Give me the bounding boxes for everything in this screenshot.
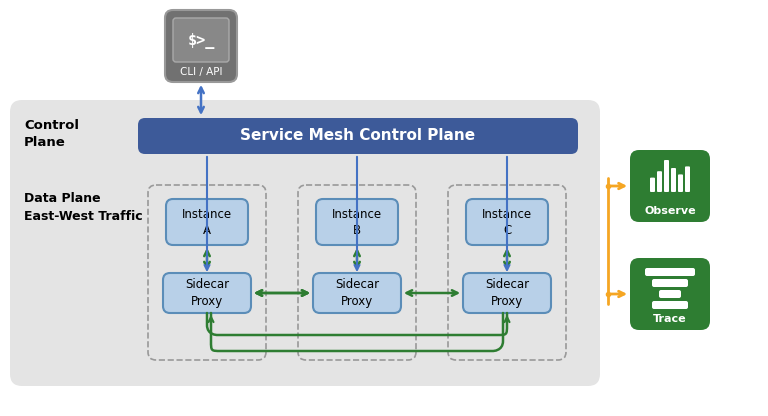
FancyBboxPatch shape — [466, 199, 548, 245]
FancyBboxPatch shape — [630, 150, 710, 222]
FancyBboxPatch shape — [163, 273, 251, 313]
FancyBboxPatch shape — [630, 258, 710, 330]
FancyBboxPatch shape — [650, 178, 655, 192]
FancyBboxPatch shape — [10, 100, 600, 386]
Text: Observe: Observe — [644, 206, 696, 216]
FancyBboxPatch shape — [657, 171, 662, 192]
FancyBboxPatch shape — [316, 199, 398, 245]
Text: $>_: $>_ — [187, 33, 215, 49]
FancyBboxPatch shape — [678, 174, 683, 192]
FancyBboxPatch shape — [166, 199, 248, 245]
Text: Instance
C: Instance C — [482, 208, 532, 237]
FancyBboxPatch shape — [173, 18, 229, 62]
Text: Instance
B: Instance B — [332, 208, 382, 237]
FancyBboxPatch shape — [664, 160, 669, 192]
Text: Sidecar
Proxy: Sidecar Proxy — [335, 278, 379, 307]
Text: Control
Plane: Control Plane — [24, 119, 79, 149]
FancyBboxPatch shape — [463, 273, 551, 313]
FancyBboxPatch shape — [652, 301, 688, 309]
FancyBboxPatch shape — [652, 279, 688, 287]
Text: Sidecar
Proxy: Sidecar Proxy — [485, 278, 529, 307]
FancyBboxPatch shape — [645, 268, 695, 276]
Text: Trace: Trace — [654, 314, 687, 324]
FancyBboxPatch shape — [671, 168, 676, 192]
FancyBboxPatch shape — [659, 290, 681, 298]
Text: Sidecar
Proxy: Sidecar Proxy — [185, 278, 229, 307]
Text: Service Mesh Control Plane: Service Mesh Control Plane — [240, 129, 475, 144]
Text: CLI / API: CLI / API — [180, 67, 222, 77]
Text: Data Plane
East-West Traffic: Data Plane East-West Traffic — [24, 193, 143, 223]
FancyBboxPatch shape — [313, 273, 401, 313]
FancyBboxPatch shape — [685, 166, 690, 192]
FancyBboxPatch shape — [165, 10, 237, 82]
FancyBboxPatch shape — [138, 118, 578, 154]
Text: Instance
A: Instance A — [182, 208, 232, 237]
